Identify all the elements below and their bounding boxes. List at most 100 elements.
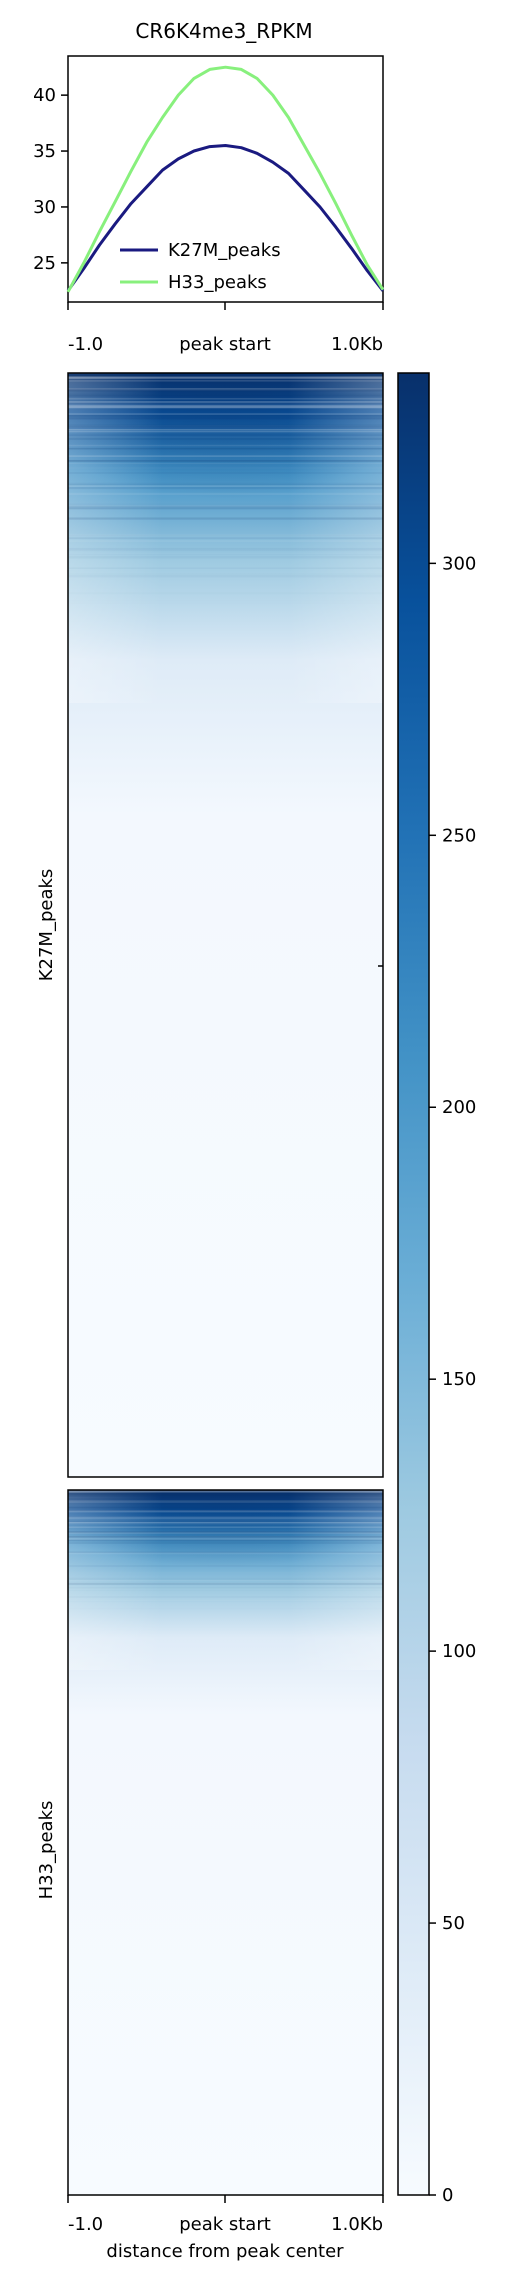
heatmap-row-streak xyxy=(68,553,383,554)
heatmap-row-streak xyxy=(68,1608,383,1610)
heatmap-row-streak xyxy=(68,1493,383,1495)
heatmap-row-streak xyxy=(68,554,383,555)
colorbar-ticks: 0 50 100 150 200 250 300 xyxy=(429,553,476,2206)
profile-line-h33-peaks xyxy=(66,65,385,293)
colorbar: 0 50 100 150 200 250 300 xyxy=(397,372,476,2206)
heatmap-row-streak xyxy=(68,1511,383,1513)
heatmap-row-streak xyxy=(68,1596,383,1598)
profile-x-axis: -1.0 peak start 1.0Kb xyxy=(67,302,384,355)
heatmap-row-streak xyxy=(68,1491,383,1493)
heatmap-row-streak xyxy=(68,413,383,415)
heatmap-row-streak xyxy=(68,388,383,391)
heatmap-row-streak xyxy=(68,482,383,486)
heatmap-row-streak xyxy=(68,492,383,495)
heatmap-row-streak xyxy=(68,517,383,520)
profile-xtick-left: -1.0 xyxy=(68,334,103,355)
heatmap-row-streak xyxy=(68,1500,383,1503)
heatmap-row-streak xyxy=(68,579,383,581)
profile-xtick-right: 1.0Kb xyxy=(331,334,383,355)
heatmap-row-streak xyxy=(68,374,383,376)
profile-ytick-label: 30 xyxy=(33,197,56,218)
heatmap-row-streak xyxy=(68,406,383,409)
heatmap-row-streak xyxy=(68,378,383,380)
heatmap-row-streak xyxy=(68,1541,383,1544)
heatmap-row-streak xyxy=(68,1552,383,1555)
heatmap-row-streak xyxy=(68,436,383,439)
heatmap-row-streak xyxy=(68,1583,383,1585)
heatmap-row-streak xyxy=(68,486,383,490)
heatmap-row-streak xyxy=(68,556,383,558)
heatmap-row-streak xyxy=(68,1539,383,1542)
heatmap-row-streak xyxy=(68,1531,383,1533)
heatmap-row-streak xyxy=(68,406,383,408)
heatmap-row-streak xyxy=(68,374,383,377)
heatmap-row-streak xyxy=(68,485,383,487)
heatmap-row-streak xyxy=(68,573,383,575)
colorbar-tick-label: 300 xyxy=(442,553,476,574)
heatmap-row-streak xyxy=(68,575,383,577)
heatmap-row-streak xyxy=(68,1522,383,1525)
heatmap-row-streak xyxy=(68,374,383,376)
colorbar-tick-label: 250 xyxy=(442,825,476,846)
heatmap-row-streak xyxy=(68,1590,383,1591)
heatmap-row-streak xyxy=(68,537,383,539)
profile-axes-frame xyxy=(67,55,384,303)
heatmap-row-streak xyxy=(68,506,383,509)
heatmap-row-streak xyxy=(68,1510,383,1513)
heatmap-xtick-left: -1.0 xyxy=(68,2214,103,2235)
heatmap-k27m-frame xyxy=(67,372,384,1478)
colorbar-tick-label: 200 xyxy=(442,1097,476,1118)
heatmap-row-streak xyxy=(68,425,383,427)
heatmap-row-streak xyxy=(68,427,383,429)
heatmap-row-streak xyxy=(68,376,383,379)
heatmap-xtick-center: peak start xyxy=(179,2214,271,2235)
heatmap-row-streak xyxy=(68,1582,383,1585)
heatmap-row-streak xyxy=(68,1536,383,1538)
heatmap-row-streak xyxy=(68,1583,383,1585)
heatmap-row-streak xyxy=(68,398,383,400)
heatmap-k27m-ylabel: K27M_peaks xyxy=(36,869,57,982)
heatmap-row-streak xyxy=(68,444,383,447)
heatmap-row-streak xyxy=(68,485,383,487)
heatmap-row-streak xyxy=(68,1506,383,1509)
heatmap-row-streak xyxy=(68,1551,383,1553)
heatmap-row-streak xyxy=(68,1588,383,1589)
heatmap-row-streak xyxy=(68,462,383,465)
heatmap-row-streak xyxy=(68,1531,383,1534)
heatmap-row-streak xyxy=(68,429,383,432)
profile-line-k27m-peaks xyxy=(66,144,385,292)
heatmap-row-streak xyxy=(68,504,383,508)
profile-series xyxy=(66,65,385,293)
heatmap-row-streak xyxy=(68,373,383,377)
heatmap-xlabel: distance from peak center xyxy=(106,2241,344,2262)
profile-xtick-center: peak start xyxy=(179,334,271,355)
heatmap-row-streak xyxy=(68,379,383,381)
heatmap-row-streak xyxy=(68,388,383,391)
profile-legend: K27M_peaks H33_peaks xyxy=(120,240,281,293)
heatmap-row-streak xyxy=(68,1520,383,1523)
profile-title: CR6K4me3_RPKM xyxy=(135,19,312,43)
heatmap-row-streak xyxy=(68,1572,383,1574)
heatmap-row-streak xyxy=(68,395,383,397)
heatmap-row-streak xyxy=(68,390,383,393)
heatmap-row-streak xyxy=(68,414,383,417)
heatmap-row-streak xyxy=(68,1490,383,1493)
heatmap-row-streak xyxy=(68,1539,383,1542)
heatmap-k27m-rows xyxy=(68,373,383,602)
heatmap-row-streak xyxy=(68,600,383,602)
heatmap-k27m-edge-fade xyxy=(68,373,383,703)
heatmap-row-streak xyxy=(68,1508,383,1510)
heatmap-row-streak xyxy=(68,1492,383,1496)
heatmap-row-streak xyxy=(68,1582,383,1585)
profile-ytick-label: 40 xyxy=(33,85,56,106)
heatmap-row-streak xyxy=(68,405,383,407)
heatmap-row-streak xyxy=(68,424,383,427)
colorbar-tick-label: 50 xyxy=(442,1913,465,1934)
heatmap-row-streak xyxy=(68,1500,383,1502)
legend-label-k27m: K27M_peaks xyxy=(168,240,281,261)
heatmap-row-streak xyxy=(68,455,383,457)
heatmap-row-streak xyxy=(68,1526,383,1528)
heatmap-row-streak xyxy=(68,539,383,543)
heatmap-row-streak xyxy=(68,437,383,440)
